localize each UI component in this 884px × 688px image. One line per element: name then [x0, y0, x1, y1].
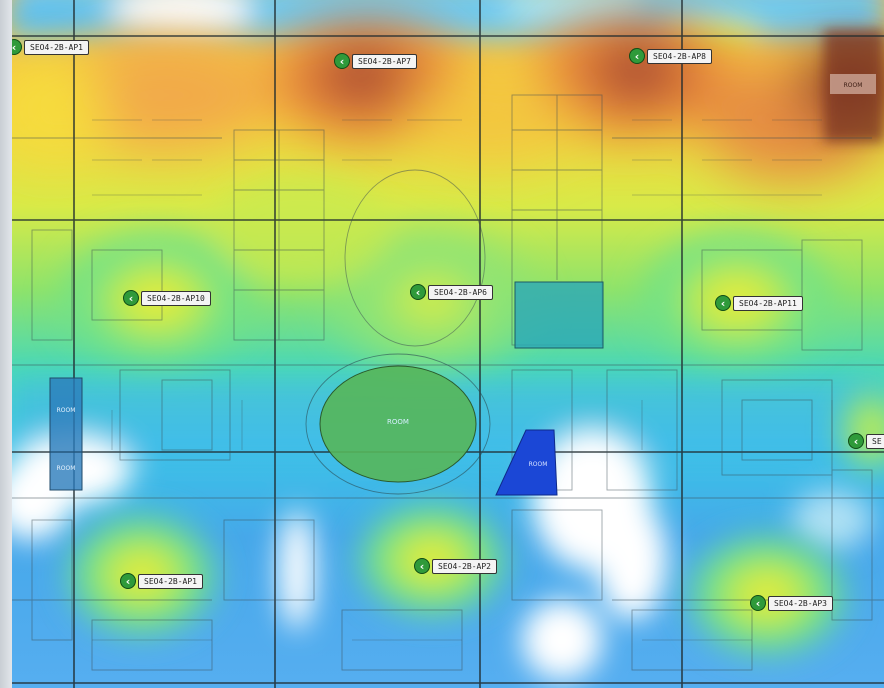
wifi-access-point-icon: ‹	[414, 558, 430, 574]
teal-room	[515, 282, 603, 348]
window-edge	[0, 0, 12, 688]
wifi-access-point-icon: ‹	[123, 290, 139, 306]
right-upper-room	[830, 74, 876, 94]
access-point-label: SEO4-2B-AP2	[432, 558, 497, 574]
access-point-ap-4[interactable]: ‹ SEO4-2B-AP10	[123, 289, 211, 307]
wifi-access-point-icon: ‹	[848, 433, 864, 449]
floor-grid	[12, 0, 884, 688]
center-room	[320, 366, 476, 482]
access-point-label: SEO4-2B-AP8	[647, 48, 712, 64]
wifi-access-point-icon: ‹	[12, 39, 22, 55]
access-point-ap-6[interactable]: ‹ SEO4-2B-AP11	[715, 294, 803, 312]
wifi-access-point-icon: ‹	[750, 595, 766, 611]
wifi-access-point-icon: ‹	[120, 573, 136, 589]
access-point-label: SEO4-2B-AP6	[428, 284, 493, 300]
left-room-label-lower: ROOM	[57, 465, 76, 472]
blue-room	[496, 430, 557, 495]
access-point-ap-5[interactable]: ‹ SEO4-2B-AP6	[410, 283, 493, 301]
access-point-label: SEO4-2B-AP7	[352, 53, 417, 69]
access-point-ap-7[interactable]: ‹ SEO4-2B-AP1	[120, 572, 203, 590]
left-room	[50, 378, 82, 490]
access-point-label: SEO4-2B-AP11	[733, 295, 803, 311]
access-point-label: SEO4-2B-AP1	[138, 573, 203, 589]
wifi-access-point-icon: ‹	[629, 48, 645, 64]
wifi-access-point-icon: ‹	[334, 53, 350, 69]
top-weak-zone	[12, 0, 884, 48]
access-point-ap-1[interactable]: ‹ SEO4-2B-AP1	[12, 38, 89, 56]
coverage-heatmap: ROOM ROOM ROOM ROOM ROOM	[12, 0, 884, 688]
access-point-label: SEO4-2B-AP10	[141, 290, 211, 306]
access-point-ap-3[interactable]: ‹ SEO4-2B-AP8	[629, 47, 712, 65]
access-point-label: SEO4-2B-AP3	[768, 595, 833, 611]
access-point-label: SE	[866, 433, 884, 449]
right-upper-room-label: ROOM	[844, 82, 863, 89]
access-point-label: SEO4-2B-AP1	[24, 39, 89, 55]
center-room-label: ROOM	[387, 418, 409, 426]
left-room-label-upper: ROOM	[57, 407, 76, 414]
wifi-access-point-icon: ‹	[715, 295, 731, 311]
wifi-coverage-map[interactable]: ROOM ROOM ROOM ROOM ROOM ‹ SEO4-2B-AP1 ‹	[12, 0, 884, 688]
floor-plan-furniture	[92, 119, 833, 641]
access-point-ap-10[interactable]: ‹ SE	[848, 432, 884, 450]
wifi-access-point-icon: ‹	[410, 284, 426, 300]
access-point-ap-8[interactable]: ‹ SEO4-2B-AP2	[414, 557, 497, 575]
access-point-ap-2[interactable]: ‹ SEO4-2B-AP7	[334, 52, 417, 70]
blue-room-label: ROOM	[529, 461, 548, 468]
access-point-ap-9[interactable]: ‹ SEO4-2B-AP3	[750, 594, 833, 612]
